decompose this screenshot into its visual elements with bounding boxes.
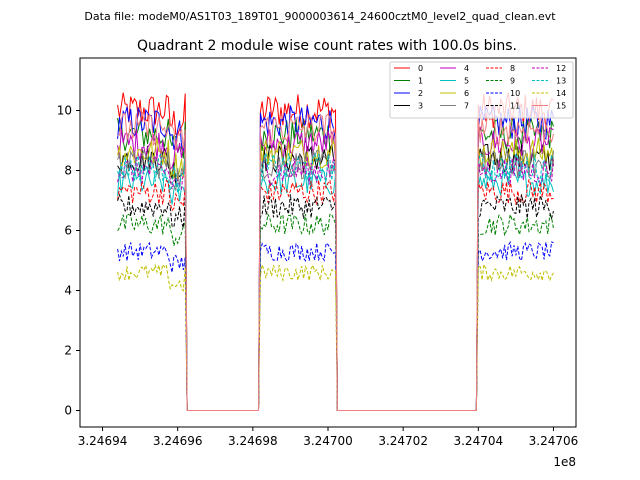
series-line-10: [117, 240, 554, 411]
x-tick-label: 3.24700: [303, 434, 353, 448]
y-tick-label: 6: [64, 224, 72, 238]
legend-label: 9: [510, 77, 515, 86]
legend-label: 0: [418, 64, 423, 73]
x-axis: 3.24694 3.24696 3.24698 3.24700 3.24702 3.247…: [78, 427, 579, 448]
legend-label: 13: [556, 77, 566, 86]
series-line-11: [117, 193, 554, 411]
y-tick-label: 10: [57, 104, 72, 118]
chart-title: Quadrant 2 module wise count rates with …: [137, 38, 517, 54]
legend-label: 5: [464, 77, 469, 86]
legend-label: 14: [556, 89, 566, 98]
x-tick-label: 3.24706: [529, 434, 579, 448]
legend-label: 10: [510, 89, 520, 98]
x-tick-label: 3.24704: [453, 434, 503, 448]
x-tick-label: 3.24702: [378, 434, 428, 448]
legend-label: 8: [510, 64, 515, 73]
legend-label: 7: [464, 102, 469, 111]
series-line-15: [117, 112, 554, 411]
legend-label: 3: [418, 102, 423, 111]
series-lines: [117, 92, 554, 411]
legend-label: 11: [510, 102, 520, 111]
legend-label: 1: [418, 77, 423, 86]
legend-label: 2: [418, 89, 423, 98]
y-tick-label: 4: [64, 284, 72, 298]
y-axis: 0 2 4 6 8 10: [57, 104, 80, 418]
datafile-label: Data file: modeM0/AS1T03_189T01_90000036…: [84, 10, 556, 23]
series-line-14: [117, 262, 554, 411]
y-tick-label: 0: [64, 404, 72, 418]
x-tick-label: 3.24696: [153, 434, 203, 448]
x-tick-label: 3.24694: [78, 434, 128, 448]
legend-label: 6: [464, 89, 469, 98]
legend-label: 12: [556, 64, 566, 73]
y-tick-label: 8: [64, 164, 72, 178]
legend-label: 4: [464, 64, 469, 73]
y-tick-label: 2: [64, 344, 72, 358]
x-offset-label: 1e8: [553, 455, 576, 469]
legend-box: [389, 61, 574, 119]
legend-label: 15: [556, 102, 566, 111]
x-tick-label: 3.24698: [228, 434, 278, 448]
